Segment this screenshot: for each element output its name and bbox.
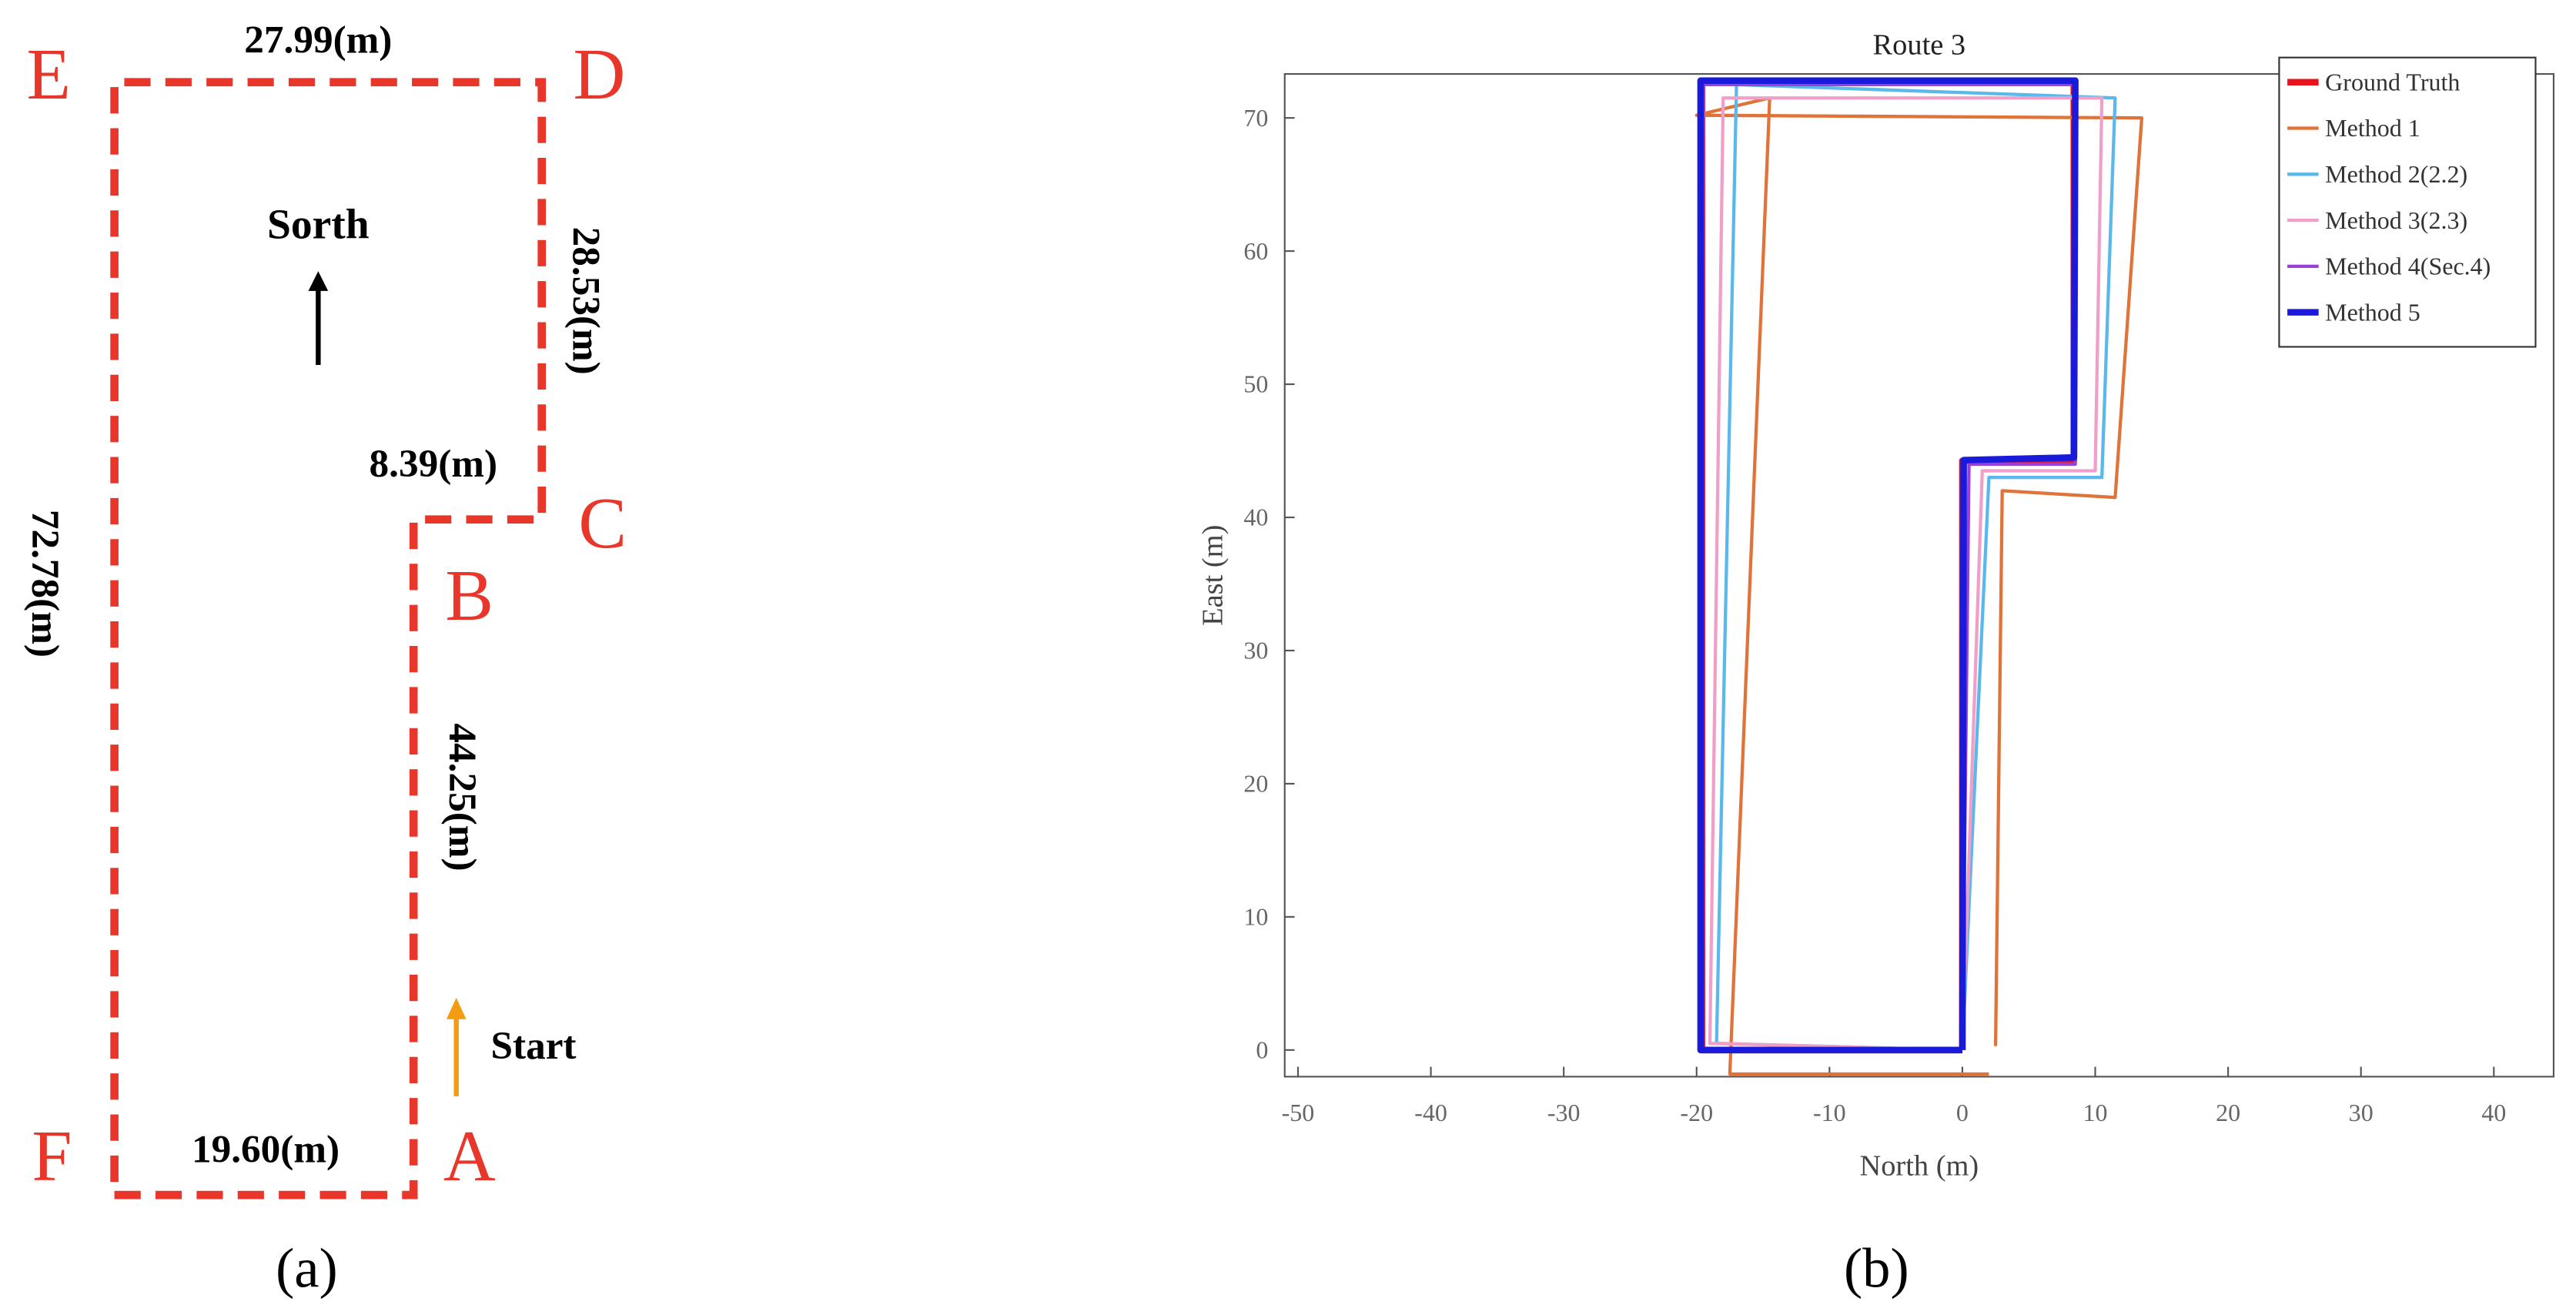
x-tick-label: 30: [2349, 1099, 2374, 1126]
y-tick-label: 20: [1243, 770, 1268, 798]
y-tick-label: 40: [1243, 504, 1268, 531]
legend-label: Method 5: [2325, 298, 2420, 326]
legend-box: [2278, 56, 2537, 348]
legend-label: Method 3(2.3): [2325, 206, 2467, 234]
start-arrow: [446, 997, 467, 1097]
caption: (b): [1844, 1237, 1909, 1300]
segment-label: 72.78(m): [23, 510, 67, 658]
y-tick-label: 0: [1256, 1036, 1268, 1064]
legend-label: Method 4(Sec.4): [2325, 253, 2491, 280]
x-tick-label: -10: [1813, 1099, 1846, 1126]
segment-label: 19.60(m): [192, 1127, 340, 1171]
series-line: [1694, 96, 2144, 1076]
series-line: [1708, 96, 2104, 1052]
plot-frame: [1283, 73, 2555, 1078]
legend-label: Ground Truth: [2325, 68, 2460, 95]
y-tick-label: 70: [1243, 104, 1268, 132]
series-line: [1698, 82, 2077, 1052]
x-tick-label: 10: [2083, 1099, 2108, 1126]
legend-label: Method 1: [2325, 114, 2420, 142]
point-label: C: [578, 484, 627, 564]
route-outline: [110, 78, 547, 1200]
point-label: A: [443, 1116, 496, 1196]
legend-label: Method 2(2.2): [2325, 160, 2467, 188]
segment-label: 44.25(m): [440, 723, 484, 871]
segment-label: 8.39(m): [370, 442, 497, 486]
x-tick-label: -20: [1680, 1099, 1713, 1126]
x-axis-label: North (m): [1859, 1150, 1979, 1183]
legend: Ground Truth Method 1 Method 2(2.2) Method …: [2278, 56, 2537, 348]
point-label: E: [27, 35, 71, 115]
series-line: [1698, 77, 2078, 1054]
segment-label: 27.99(m): [244, 18, 392, 62]
x-tick-label: 20: [2216, 1099, 2240, 1126]
x-tick-label: -30: [1547, 1099, 1581, 1126]
point-label: D: [574, 35, 626, 115]
segment-label: 28.53(m): [564, 227, 607, 375]
y-tick-label: 10: [1243, 903, 1268, 931]
y-tick-label: 60: [1243, 237, 1268, 265]
x-tick-label: 40: [2481, 1099, 2506, 1126]
direction-label: Sorth: [267, 202, 370, 249]
series-line: [1715, 82, 2117, 1052]
chart-title: Route 3: [1873, 28, 1966, 61]
point-label: F: [32, 1116, 72, 1196]
y-axis-label: East (m): [1197, 525, 1229, 626]
point-label: B: [445, 556, 493, 636]
y-tick-label: 30: [1243, 637, 1268, 664]
x-tick-label: -40: [1414, 1099, 1447, 1126]
x-tick-label: 0: [1956, 1099, 1969, 1126]
start-label: Start: [491, 1024, 577, 1068]
y-tick-label: 50: [1243, 370, 1268, 398]
caption: (a): [276, 1237, 338, 1300]
direction-arrow: [308, 271, 329, 365]
x-tick-label: -50: [1282, 1099, 1315, 1126]
series-line: [1697, 77, 2079, 1054]
